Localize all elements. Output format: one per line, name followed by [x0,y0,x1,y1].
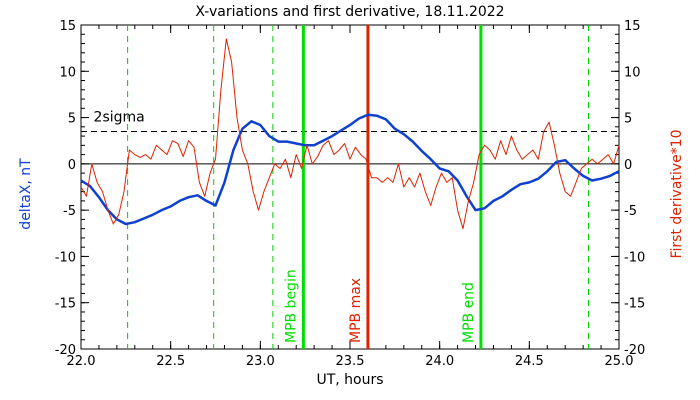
x-tick-label: 23.0 [246,354,275,369]
event-label: MPB end [461,282,477,343]
y-tick-label-right: -20 [624,343,645,358]
y-tick-label-left: 5 [68,112,76,127]
y-tick-label-left: -10 [55,250,76,265]
event-label: MPB max [348,278,364,343]
y-tick-label-left: 10 [59,65,76,80]
chart-title: X-variations and first derivative, 18.11… [195,4,504,20]
y-tick-label-left: -5 [63,204,76,219]
y-tick-label-left: 15 [59,19,76,34]
y-tick-label-right: 15 [624,19,641,34]
x-tick-label: 22.5 [156,354,185,369]
threshold-label: 2sigma [94,109,145,125]
y-tick-label-right: -10 [624,250,645,265]
plot-area: 22.0 22.5 23.0 23.5 24.0 24.5 25.0 15 10 5 0 -5 -10 -… [55,19,645,369]
x-axis-label: UT, hours [316,372,383,388]
y-axis-label-left: deltaX, nT [18,158,34,230]
x-tick-label: 24.5 [515,354,544,369]
series-line-deltax [80,113,620,226]
y-tick-label-right: 0 [624,158,632,173]
event-label: MPB begin [283,269,299,343]
series-line-derivative [80,38,620,230]
x-tick-label: 22.0 [67,354,96,369]
x-tick-label: 24.0 [425,354,454,369]
y-tick-label-left: -15 [55,297,76,312]
y-tick-label-right: 5 [624,112,632,127]
y-tick-label-right: -15 [624,297,645,312]
y-tick-label-left: -20 [55,343,76,358]
y-tick-label-right: -5 [624,204,637,219]
x-tick-label: 23.5 [336,354,365,369]
y-tick-label-left: 0 [68,158,76,173]
y-axis-label-right: First derivative*10 [669,129,685,258]
x-tick-label: 25.0 [605,354,634,369]
y-tick-label-right: 10 [624,65,641,80]
